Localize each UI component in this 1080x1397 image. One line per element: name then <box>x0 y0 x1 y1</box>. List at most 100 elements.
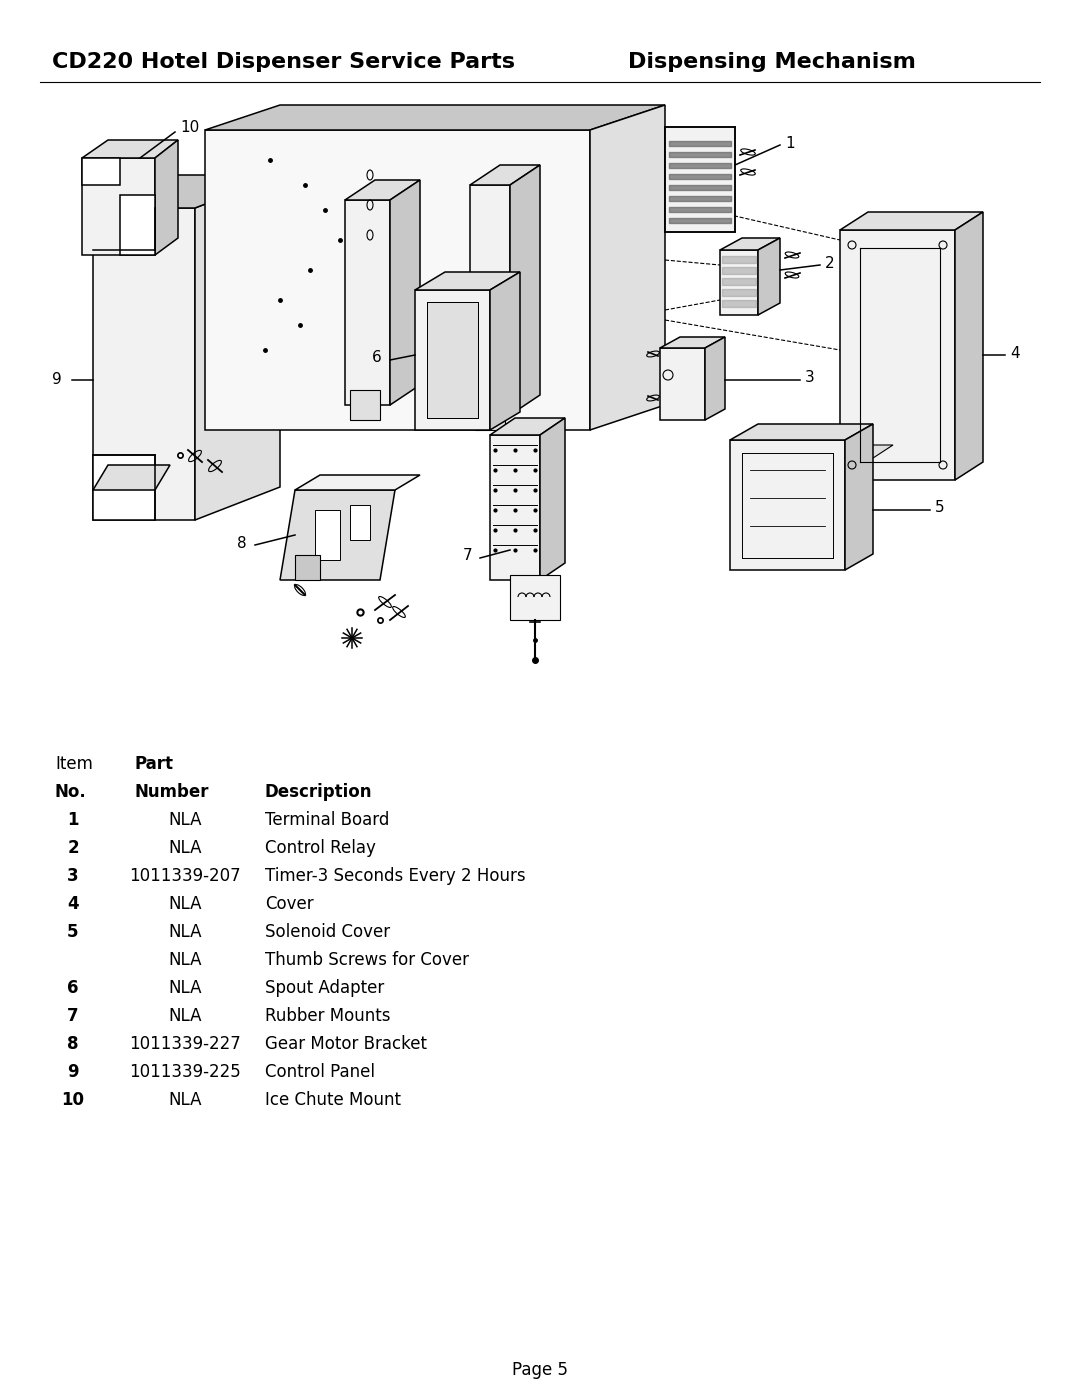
Polygon shape <box>845 425 873 570</box>
Text: 1: 1 <box>67 812 79 828</box>
Text: NLA: NLA <box>168 840 202 856</box>
Polygon shape <box>660 348 705 420</box>
Polygon shape <box>415 291 490 430</box>
Polygon shape <box>490 272 519 430</box>
Polygon shape <box>120 196 156 256</box>
Text: No.: No. <box>55 782 86 800</box>
Polygon shape <box>280 490 395 580</box>
Text: 10: 10 <box>180 120 199 136</box>
Polygon shape <box>195 175 280 520</box>
Text: Description: Description <box>265 782 373 800</box>
Polygon shape <box>490 434 540 580</box>
Text: 8: 8 <box>67 1035 79 1053</box>
Text: Part: Part <box>135 754 174 773</box>
Text: CD220 Hotel Dispenser Service Parts: CD220 Hotel Dispenser Service Parts <box>52 52 515 73</box>
Text: 9: 9 <box>52 373 62 387</box>
Text: NLA: NLA <box>168 923 202 942</box>
Polygon shape <box>93 175 280 208</box>
Text: NLA: NLA <box>168 1091 202 1109</box>
Polygon shape <box>475 400 505 430</box>
Text: Control Relay: Control Relay <box>265 840 376 856</box>
Text: 8: 8 <box>238 535 247 550</box>
Text: 7: 7 <box>67 1007 79 1025</box>
Text: Rubber Mounts: Rubber Mounts <box>265 1007 391 1025</box>
Polygon shape <box>470 184 510 415</box>
Text: 2: 2 <box>67 840 79 856</box>
Text: Page 5: Page 5 <box>512 1361 568 1379</box>
Text: NLA: NLA <box>168 1007 202 1025</box>
Text: Number: Number <box>135 782 210 800</box>
Text: 4: 4 <box>67 895 79 914</box>
Polygon shape <box>730 425 873 440</box>
Polygon shape <box>720 237 780 250</box>
Text: 7: 7 <box>462 549 472 563</box>
Polygon shape <box>390 180 420 405</box>
Text: 3: 3 <box>805 370 814 386</box>
Polygon shape <box>156 140 178 256</box>
Polygon shape <box>510 576 561 620</box>
Text: 4: 4 <box>1010 345 1020 360</box>
Text: Terminal Board: Terminal Board <box>265 812 390 828</box>
Polygon shape <box>665 127 735 232</box>
Polygon shape <box>840 446 893 460</box>
Polygon shape <box>295 555 320 580</box>
Polygon shape <box>315 510 340 560</box>
Text: 1: 1 <box>785 136 795 151</box>
Polygon shape <box>345 200 390 405</box>
Polygon shape <box>705 337 725 420</box>
Text: Cover: Cover <box>265 895 313 914</box>
Text: Gear Motor Bracket: Gear Motor Bracket <box>265 1035 427 1053</box>
Text: 1011339-207: 1011339-207 <box>130 868 241 886</box>
Text: NLA: NLA <box>168 979 202 997</box>
Polygon shape <box>295 475 420 490</box>
Polygon shape <box>758 237 780 314</box>
Polygon shape <box>427 302 478 418</box>
Text: 9: 9 <box>67 1063 79 1081</box>
Text: Item: Item <box>55 754 93 773</box>
Text: 5: 5 <box>67 923 79 942</box>
Polygon shape <box>205 105 665 130</box>
Polygon shape <box>82 158 120 184</box>
Text: NLA: NLA <box>168 812 202 828</box>
Polygon shape <box>955 212 983 481</box>
Polygon shape <box>93 208 195 520</box>
Text: Spout Adapter: Spout Adapter <box>265 979 384 997</box>
Text: 1011339-225: 1011339-225 <box>130 1063 241 1081</box>
Text: 6: 6 <box>373 351 382 366</box>
Polygon shape <box>660 337 725 348</box>
Text: NLA: NLA <box>168 951 202 970</box>
Text: 2: 2 <box>825 256 835 271</box>
Polygon shape <box>350 390 380 420</box>
Polygon shape <box>840 460 870 481</box>
Polygon shape <box>93 465 170 490</box>
Polygon shape <box>415 272 519 291</box>
Polygon shape <box>840 231 955 481</box>
Text: Ice Chute Mount: Ice Chute Mount <box>265 1091 401 1109</box>
Text: 10: 10 <box>62 1091 84 1109</box>
Polygon shape <box>720 250 758 314</box>
Polygon shape <box>730 440 845 570</box>
Polygon shape <box>93 455 156 520</box>
Polygon shape <box>350 504 370 541</box>
Polygon shape <box>490 418 565 434</box>
Text: Solenoid Cover: Solenoid Cover <box>265 923 390 942</box>
Text: 5: 5 <box>935 500 945 515</box>
Text: Thumb Screws for Cover: Thumb Screws for Cover <box>265 951 469 970</box>
Polygon shape <box>510 165 540 415</box>
Text: 1011339-227: 1011339-227 <box>130 1035 241 1053</box>
Text: 3: 3 <box>67 868 79 886</box>
Polygon shape <box>93 208 156 250</box>
Polygon shape <box>82 140 178 158</box>
Text: Timer-3 Seconds Every 2 Hours: Timer-3 Seconds Every 2 Hours <box>265 868 526 886</box>
Polygon shape <box>345 180 420 200</box>
Text: Dispensing Mechanism: Dispensing Mechanism <box>627 52 916 73</box>
Text: NLA: NLA <box>168 895 202 914</box>
Text: Control Panel: Control Panel <box>265 1063 375 1081</box>
Polygon shape <box>590 105 665 430</box>
Polygon shape <box>540 418 565 580</box>
Polygon shape <box>840 212 983 231</box>
Polygon shape <box>82 158 156 256</box>
Polygon shape <box>205 130 590 430</box>
Polygon shape <box>470 165 540 184</box>
Text: 6: 6 <box>67 979 79 997</box>
